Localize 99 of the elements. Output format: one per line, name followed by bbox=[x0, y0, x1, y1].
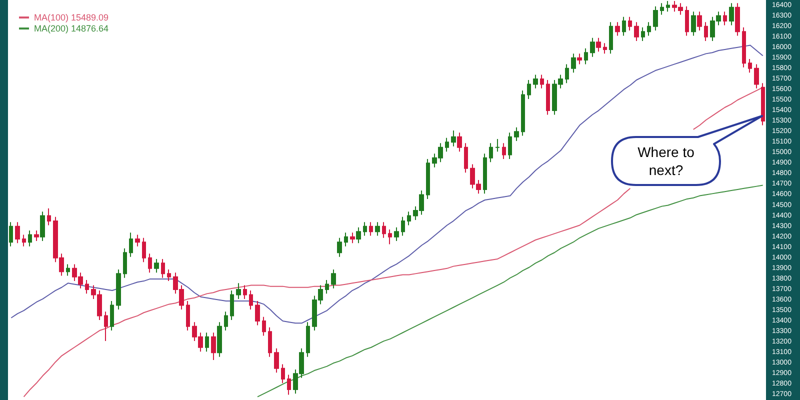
candlestick bbox=[685, 6, 689, 36]
candlestick bbox=[337, 237, 342, 258]
candlestick bbox=[660, 2, 664, 16]
candlestick bbox=[514, 126, 519, 142]
candlestick bbox=[34, 230, 39, 242]
candlestick bbox=[154, 258, 159, 274]
candlestick bbox=[167, 268, 171, 282]
candlestick bbox=[464, 142, 468, 174]
candlestick bbox=[325, 280, 329, 294]
candlestick bbox=[502, 142, 506, 160]
candlestick bbox=[697, 11, 702, 32]
candlestick bbox=[47, 208, 51, 226]
candlestick bbox=[533, 74, 538, 89]
candlestick bbox=[426, 158, 430, 200]
candlestick bbox=[748, 58, 752, 74]
candlestick bbox=[691, 11, 696, 36]
candlestick bbox=[85, 280, 89, 294]
legend-label: MA(100) 15489.09 bbox=[34, 12, 109, 22]
candlestick bbox=[344, 232, 348, 247]
candlestick bbox=[615, 22, 620, 36]
candlestick bbox=[142, 237, 146, 263]
candlestick bbox=[508, 132, 512, 160]
candlestick bbox=[306, 322, 310, 358]
candlestick bbox=[66, 264, 70, 276]
candlestick bbox=[622, 16, 626, 36]
candlestick bbox=[243, 284, 247, 300]
candlestick bbox=[116, 268, 121, 310]
candlestick bbox=[489, 142, 493, 163]
candlestick bbox=[590, 37, 595, 58]
line-series bbox=[257, 184, 764, 398]
candlestick bbox=[281, 364, 285, 384]
candlestick bbox=[704, 22, 708, 42]
candlestick bbox=[653, 6, 658, 32]
candlestick bbox=[761, 82, 765, 126]
candlestick bbox=[382, 222, 386, 238]
candlestick bbox=[224, 311, 228, 332]
candlestick bbox=[217, 322, 222, 358]
candlestick bbox=[603, 42, 607, 54]
candlestick bbox=[628, 16, 632, 32]
candlestick bbox=[565, 64, 569, 84]
candlestick bbox=[186, 300, 190, 332]
candlestick bbox=[451, 130, 456, 147]
candlestick bbox=[249, 290, 253, 310]
candlestick bbox=[742, 26, 746, 68]
candlestick bbox=[331, 268, 336, 289]
candlestick bbox=[356, 226, 361, 244]
candlestick bbox=[754, 64, 759, 89]
candlestick bbox=[129, 232, 133, 258]
legend-label: MA(200) 14876.64 bbox=[34, 24, 109, 34]
candlestick bbox=[483, 153, 487, 194]
candlestick bbox=[9, 222, 13, 247]
candlestick bbox=[546, 80, 550, 116]
annotation: Where to next? bbox=[638, 144, 695, 178]
candlestick bbox=[571, 53, 576, 74]
candlestick bbox=[735, 2, 740, 36]
candlestick bbox=[28, 230, 32, 247]
candlestick bbox=[135, 234, 140, 247]
candlestick bbox=[495, 138, 500, 152]
candlestick bbox=[363, 222, 367, 236]
candlestick bbox=[527, 80, 531, 100]
candlestick bbox=[369, 222, 373, 236]
candlestick bbox=[148, 253, 152, 274]
candlestick bbox=[161, 258, 165, 278]
candlestick bbox=[723, 11, 727, 26]
candlestick bbox=[521, 90, 525, 136]
candlestick bbox=[666, 0, 670, 12]
candlestick bbox=[255, 300, 260, 326]
candlestick bbox=[729, 2, 734, 26]
candlestick bbox=[394, 226, 399, 242]
candlestick bbox=[457, 132, 462, 152]
candlestick bbox=[609, 22, 613, 54]
candlestick bbox=[445, 137, 449, 152]
line-series bbox=[10, 44, 764, 324]
candlestick bbox=[262, 316, 266, 336]
candlestick bbox=[274, 348, 279, 374]
candlestick bbox=[123, 248, 127, 278]
candlestick bbox=[407, 211, 411, 226]
candlestick bbox=[236, 282, 241, 300]
candlestick bbox=[110, 300, 114, 332]
candlestick bbox=[540, 74, 544, 89]
candlestick bbox=[584, 48, 588, 65]
candlestick bbox=[641, 26, 645, 42]
candlestick bbox=[596, 37, 601, 52]
candlestick bbox=[350, 232, 355, 244]
candlestick bbox=[15, 222, 20, 244]
candlestick bbox=[401, 216, 405, 236]
candlestick bbox=[104, 311, 108, 342]
candlestick bbox=[388, 228, 392, 245]
candlestick bbox=[375, 222, 380, 236]
candlestick bbox=[22, 234, 26, 247]
candlestick bbox=[577, 53, 582, 65]
candlestick bbox=[287, 374, 291, 396]
candlestick bbox=[211, 332, 216, 360]
candlestick bbox=[647, 22, 651, 36]
candlestick bbox=[205, 332, 209, 352]
candlestick bbox=[230, 290, 234, 320]
candlestick bbox=[40, 211, 45, 242]
candlestick bbox=[634, 22, 639, 42]
candlestick bbox=[268, 326, 272, 358]
